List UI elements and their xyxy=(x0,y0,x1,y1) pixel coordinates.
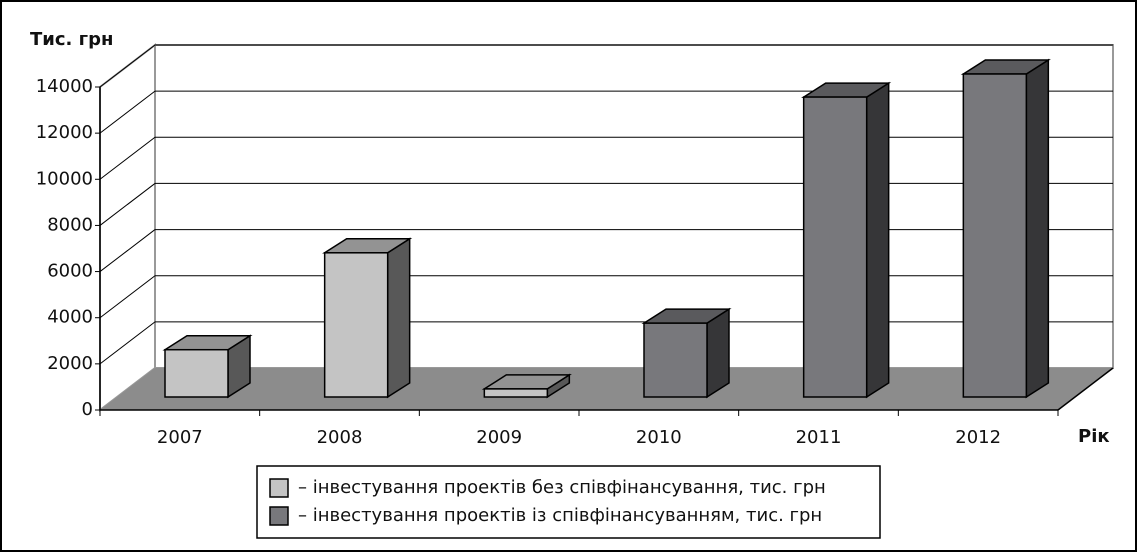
grid-line xyxy=(99,183,156,226)
y-tick-label: 2000 xyxy=(47,353,93,374)
bar xyxy=(643,322,708,398)
grid-line xyxy=(99,90,156,134)
x-tick-label: 2010 xyxy=(636,427,682,448)
bar xyxy=(802,96,868,398)
grid-line xyxy=(99,136,156,180)
bar-side xyxy=(706,307,730,399)
grid-line xyxy=(99,321,156,365)
y-tick-label: 10000 xyxy=(36,168,93,189)
y-axis-title: Тис. грн xyxy=(30,29,113,50)
left-wall xyxy=(99,42,156,413)
y-tick-label: 14000 xyxy=(36,76,93,97)
x-tick-label: 2011 xyxy=(796,427,842,448)
bar xyxy=(483,388,549,398)
bar xyxy=(164,348,229,398)
x-axis-depth xyxy=(1057,367,1114,411)
x-tick-label: 2009 xyxy=(476,427,522,448)
legend xyxy=(256,465,881,539)
bar-side xyxy=(386,237,411,399)
y-tick-label: 8000 xyxy=(47,214,93,235)
y-tick-label: 0 xyxy=(82,399,93,420)
bar xyxy=(323,252,389,398)
bar xyxy=(962,73,1028,398)
x-tick-label: 2007 xyxy=(157,427,203,448)
y-tick-label: 12000 xyxy=(36,122,93,143)
bar-side xyxy=(865,81,890,399)
bar-side xyxy=(1025,58,1050,399)
legend-swatch xyxy=(269,506,289,526)
x-axis-title: Рік xyxy=(1078,426,1110,447)
y-tick-label: 4000 xyxy=(47,307,93,328)
floor xyxy=(100,368,1113,410)
grid-line xyxy=(99,44,156,88)
x-tick-label: 2012 xyxy=(955,427,1001,448)
y-tick-label: 6000 xyxy=(47,261,93,282)
legend-label: – інвестування проектів без співфінансув… xyxy=(298,477,826,498)
legend-label: – інвестування проектів із співфінансува… xyxy=(298,505,822,526)
grid-line xyxy=(99,229,156,272)
legend-swatch xyxy=(269,478,289,498)
x-tick-label: 2008 xyxy=(317,427,363,448)
grid-line xyxy=(99,275,156,319)
